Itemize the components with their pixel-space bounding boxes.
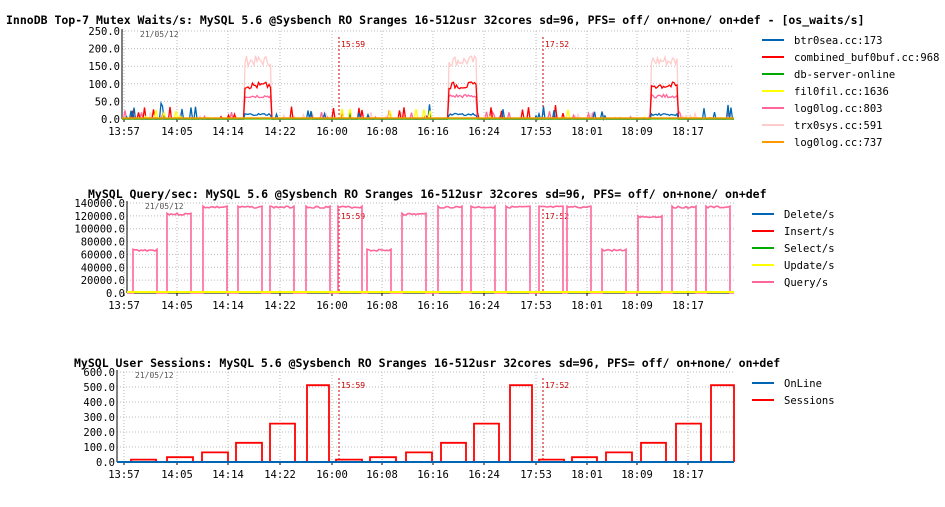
y-tick-label: 0.0 bbox=[96, 457, 115, 469]
x-tick-label: 18:17 bbox=[672, 300, 704, 312]
x-tick-label: 17:53 bbox=[520, 126, 552, 138]
time-marker-label: 15:59 bbox=[341, 381, 365, 390]
x-tick-label: 16:00 bbox=[316, 300, 348, 312]
chart-3: MySQL User Sessions: MySQL 5.6 @Sysbench… bbox=[74, 356, 835, 481]
x-tick-label: 18:17 bbox=[672, 126, 704, 138]
date-stamp: 21/05/12 bbox=[145, 202, 184, 211]
y-tick-label: 50.0 bbox=[95, 96, 120, 108]
x-tick-label: 18:09 bbox=[621, 300, 653, 312]
x-tick-label: 16:16 bbox=[417, 126, 449, 138]
y-tick-label: 100.0 bbox=[83, 442, 115, 454]
x-tick-label: 18:01 bbox=[571, 469, 603, 481]
legend-label: Select/s bbox=[784, 243, 835, 255]
x-tick-label: 18:01 bbox=[571, 126, 603, 138]
y-tick-label: 200.0 bbox=[88, 44, 120, 56]
y-tick-label: 150.0 bbox=[88, 61, 120, 73]
x-tick-label: 18:01 bbox=[571, 300, 603, 312]
y-tick-label: 40000.0 bbox=[81, 262, 125, 274]
legend-label: log0log.cc:803 bbox=[794, 103, 883, 115]
chart-title: MySQL User Sessions: MySQL 5.6 @Sysbench… bbox=[74, 356, 780, 370]
y-tick-label: 300.0 bbox=[83, 412, 115, 424]
x-tick-label: 18:09 bbox=[621, 469, 653, 481]
chart-1: InnoDB Top-7 Mutex Waits/s: MySQL 5.6 @S… bbox=[6, 13, 939, 149]
legend-label: Query/s bbox=[784, 277, 828, 289]
y-tick-label: 140000.0 bbox=[74, 198, 125, 210]
x-tick-label: 14:22 bbox=[264, 300, 296, 312]
y-tick-label: 80000.0 bbox=[81, 237, 125, 249]
x-tick-label: 16:08 bbox=[366, 126, 398, 138]
y-tick-label: 200.0 bbox=[83, 427, 115, 439]
y-tick-label: 120000.0 bbox=[74, 211, 125, 223]
y-tick-label: 100000.0 bbox=[74, 224, 125, 236]
x-tick-label: 14:05 bbox=[161, 469, 193, 481]
x-tick-label: 13:57 bbox=[108, 469, 140, 481]
time-marker-label: 15:59 bbox=[341, 40, 365, 49]
y-tick-label: 0.0 bbox=[101, 114, 120, 126]
y-tick-label: 600.0 bbox=[83, 367, 115, 379]
y-tick-label: 250.0 bbox=[88, 26, 120, 38]
series-line-trx0sys bbox=[122, 54, 734, 121]
x-tick-label: 16:16 bbox=[417, 469, 449, 481]
y-tick-label: 100.0 bbox=[88, 79, 120, 91]
time-marker-label: 15:59 bbox=[341, 212, 365, 221]
legend-label: trx0sys.cc:591 bbox=[794, 120, 883, 132]
legend-label: OnLine bbox=[784, 378, 822, 390]
legend-label: db-server-online bbox=[794, 69, 895, 81]
legend-label: combined_buf0buf.cc:968 bbox=[794, 52, 939, 64]
legend-label: btr0sea.cc:173 bbox=[794, 35, 883, 47]
y-tick-label: 60000.0 bbox=[81, 249, 125, 261]
legend-label: Sessions bbox=[784, 395, 835, 407]
y-tick-label: 400.0 bbox=[83, 397, 115, 409]
x-tick-label: 13:57 bbox=[108, 300, 140, 312]
x-tick-label: 14:22 bbox=[264, 126, 296, 138]
chart-title: InnoDB Top-7 Mutex Waits/s: MySQL 5.6 @S… bbox=[6, 13, 865, 28]
x-tick-label: 18:17 bbox=[672, 469, 704, 481]
x-tick-label: 16:24 bbox=[468, 469, 500, 481]
x-tick-label: 14:14 bbox=[212, 300, 244, 312]
x-tick-label: 17:53 bbox=[520, 300, 552, 312]
legend-label: log0log.cc:737 bbox=[794, 137, 883, 149]
x-tick-label: 16:00 bbox=[316, 469, 348, 481]
legend-label: Delete/s bbox=[784, 209, 835, 221]
legend-label: fil0fil.cc:1636 bbox=[794, 86, 889, 98]
time-marker-label: 17:52 bbox=[545, 212, 569, 221]
x-tick-label: 14:14 bbox=[212, 126, 244, 138]
x-tick-label: 16:08 bbox=[366, 300, 398, 312]
x-tick-label: 16:08 bbox=[366, 469, 398, 481]
x-tick-label: 16:24 bbox=[468, 126, 500, 138]
chart-2: MySQL Query/sec: MySQL 5.6 @Sysbench RO … bbox=[74, 187, 834, 312]
x-tick-label: 16:24 bbox=[468, 300, 500, 312]
x-tick-label: 14:14 bbox=[212, 469, 244, 481]
series-line-sessions bbox=[117, 384, 735, 463]
x-tick-label: 14:05 bbox=[161, 300, 193, 312]
x-tick-label: 18:09 bbox=[621, 126, 653, 138]
x-tick-label: 14:05 bbox=[161, 126, 193, 138]
x-tick-label: 13:57 bbox=[108, 126, 140, 138]
x-tick-label: 17:53 bbox=[520, 469, 552, 481]
y-tick-label: 500.0 bbox=[83, 382, 115, 394]
y-tick-label: 20000.0 bbox=[81, 275, 125, 287]
time-marker-label: 17:52 bbox=[545, 40, 569, 49]
date-stamp: 21/05/12 bbox=[135, 371, 174, 380]
y-tick-label: 0.0 bbox=[106, 288, 125, 300]
x-tick-label: 14:22 bbox=[264, 469, 296, 481]
legend-label: Update/s bbox=[784, 260, 835, 272]
date-stamp: 21/05/12 bbox=[140, 30, 179, 39]
chart-title: MySQL Query/sec: MySQL 5.6 @Sysbench RO … bbox=[88, 187, 767, 201]
legend-label: Insert/s bbox=[784, 226, 835, 238]
x-tick-label: 16:00 bbox=[316, 126, 348, 138]
time-marker-label: 17:52 bbox=[545, 381, 569, 390]
x-tick-label: 16:16 bbox=[417, 300, 449, 312]
